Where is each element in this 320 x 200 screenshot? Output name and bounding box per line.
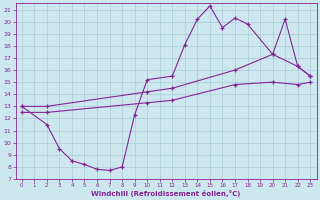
X-axis label: Windchill (Refroidissement éolien,°C): Windchill (Refroidissement éolien,°C) [91, 190, 241, 197]
